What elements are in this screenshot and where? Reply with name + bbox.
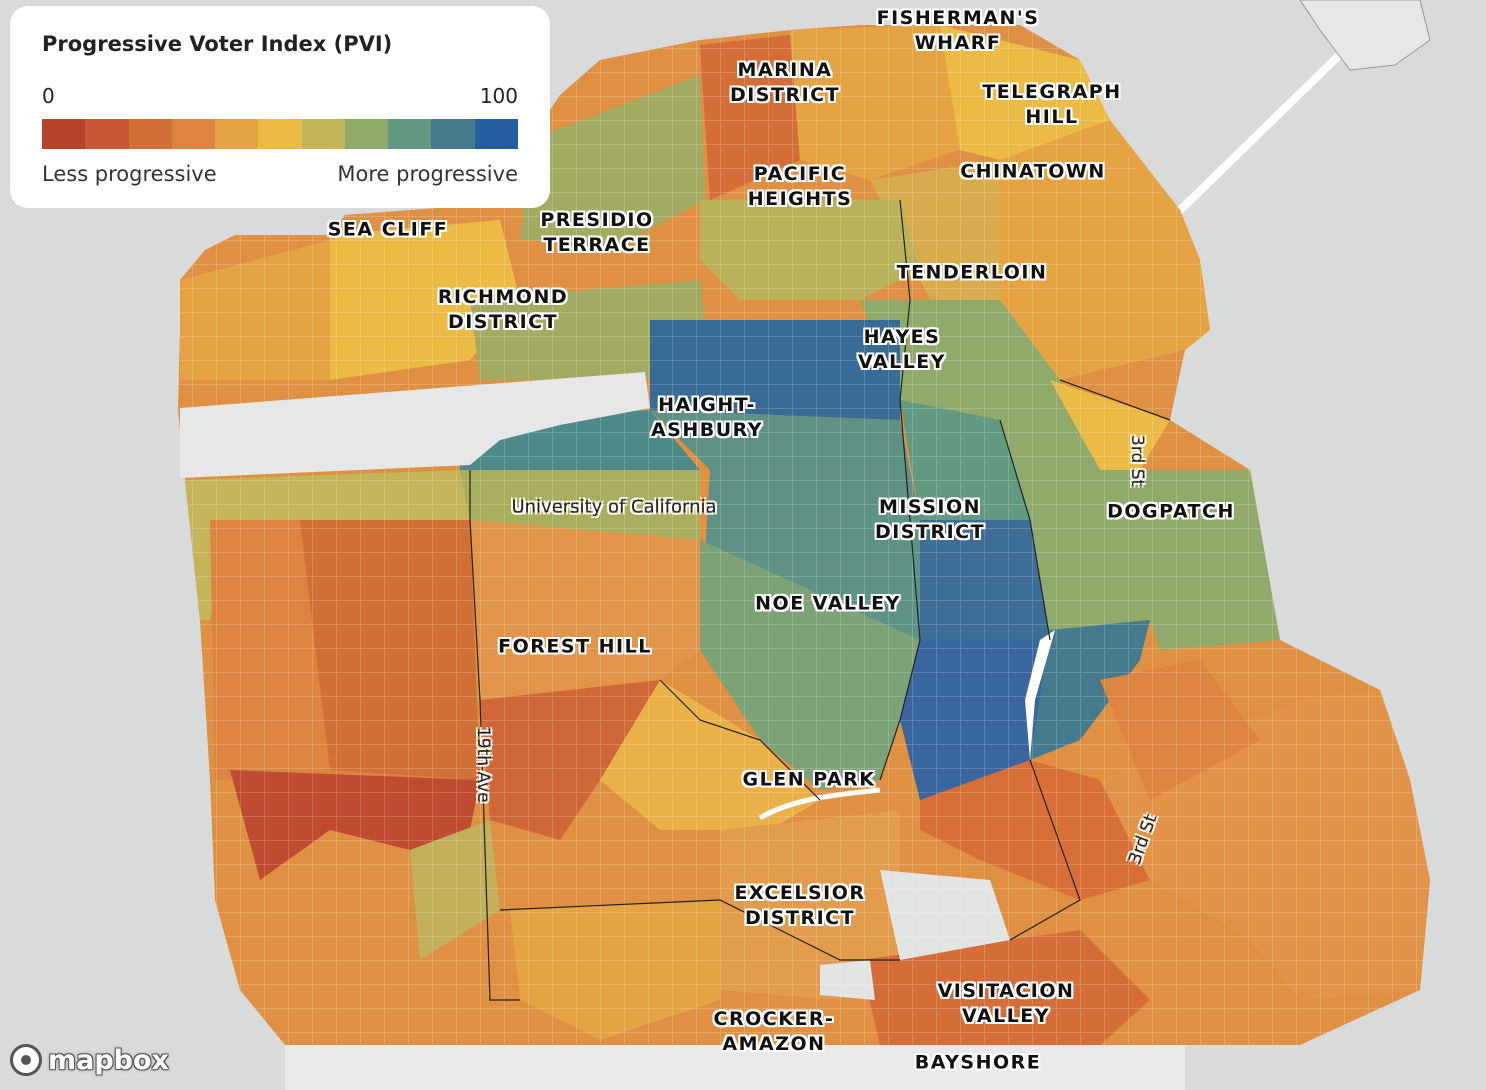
label-forest-hill: FOREST HILL <box>498 635 652 658</box>
white-road <box>758 787 881 821</box>
legend-swatch-0 <box>42 119 86 149</box>
label-pacific-heights: PACIFIC HEIGHTS <box>747 163 853 210</box>
golden-gate-park <box>180 372 650 478</box>
label-noe-valley: NOE VALLEY <box>755 592 901 615</box>
legend-swatch-7 <box>344 119 389 149</box>
legend-max-label: 100 <box>479 84 518 108</box>
white-strip <box>1025 630 1055 760</box>
legend-swatch-6 <box>301 119 345 149</box>
legend-swatch-5 <box>258 119 302 149</box>
treasure-island <box>1299 0 1431 71</box>
southern-land <box>285 1045 1185 1090</box>
legend-low-description: Less progressive <box>42 162 217 186</box>
label-sea-cliff: SEA CLIFF <box>327 218 449 241</box>
legend-swatch-4 <box>215 119 259 149</box>
legend-swatch-8 <box>388 119 432 149</box>
label-nineteenth-ave: 19th Ave <box>473 727 493 803</box>
legend-swatch-3 <box>171 119 216 149</box>
label-university-of-california: University of California <box>511 496 717 518</box>
label-bayshore: BAYSHORE <box>914 1051 1042 1074</box>
label-marina-district: MARINA DISTRICT <box>729 59 841 106</box>
label-visitacion-valley: VISITACION VALLEY <box>937 980 1075 1027</box>
legend-high-description: More progressive <box>337 162 518 186</box>
legend-swatch-2 <box>128 119 172 149</box>
label-haight-ashbury: HAIGHT- ASHBURY <box>650 394 764 441</box>
district-boundaries <box>469 199 1171 1001</box>
label-telegraph-hill: TELEGRAPH HILL <box>982 81 1122 128</box>
label-chinatown: CHINATOWN <box>960 160 1106 183</box>
mapbox-logo-icon <box>10 1044 42 1076</box>
legend-color-scale <box>42 119 518 149</box>
legend-min-label: 0 <box>42 84 55 108</box>
label-glen-park: GLEN PARK <box>742 768 876 791</box>
legend-title: Progressive Voter Index (PVI) <box>42 32 393 56</box>
label-fishermans-wharf: FISHERMAN'S WHARF <box>876 7 1040 54</box>
mapbox-wordmark: mapbox <box>48 1044 169 1076</box>
mapbox-logo[interactable]: mapbox <box>10 1040 169 1080</box>
label-tenderloin: TENDERLOIN <box>896 261 1048 284</box>
bay-bridge <box>1162 27 1368 228</box>
label-excelsior-district: EXCELSIOR DISTRICT <box>734 882 866 929</box>
label-mission-district: MISSION DISTRICT <box>874 496 986 543</box>
label-dogpatch: DOGPATCH <box>1107 500 1235 523</box>
legend-swatch-1 <box>85 119 129 149</box>
legend-panel: Progressive Voter Index (PVI) 0 100 Less… <box>10 6 550 208</box>
label-crocker-amazon: CROCKER- AMAZON <box>713 1008 835 1055</box>
legend-swatch-9 <box>431 119 475 149</box>
label-third-st-north: 3rd St <box>1127 435 1147 487</box>
label-richmond-district: RICHMOND DISTRICT <box>437 286 569 333</box>
label-presidio-terrace: PRESIDIO TERRACE <box>540 209 654 256</box>
label-hayes-valley: HAYES VALLEY <box>857 326 947 373</box>
legend-swatch-10 <box>474 119 518 149</box>
